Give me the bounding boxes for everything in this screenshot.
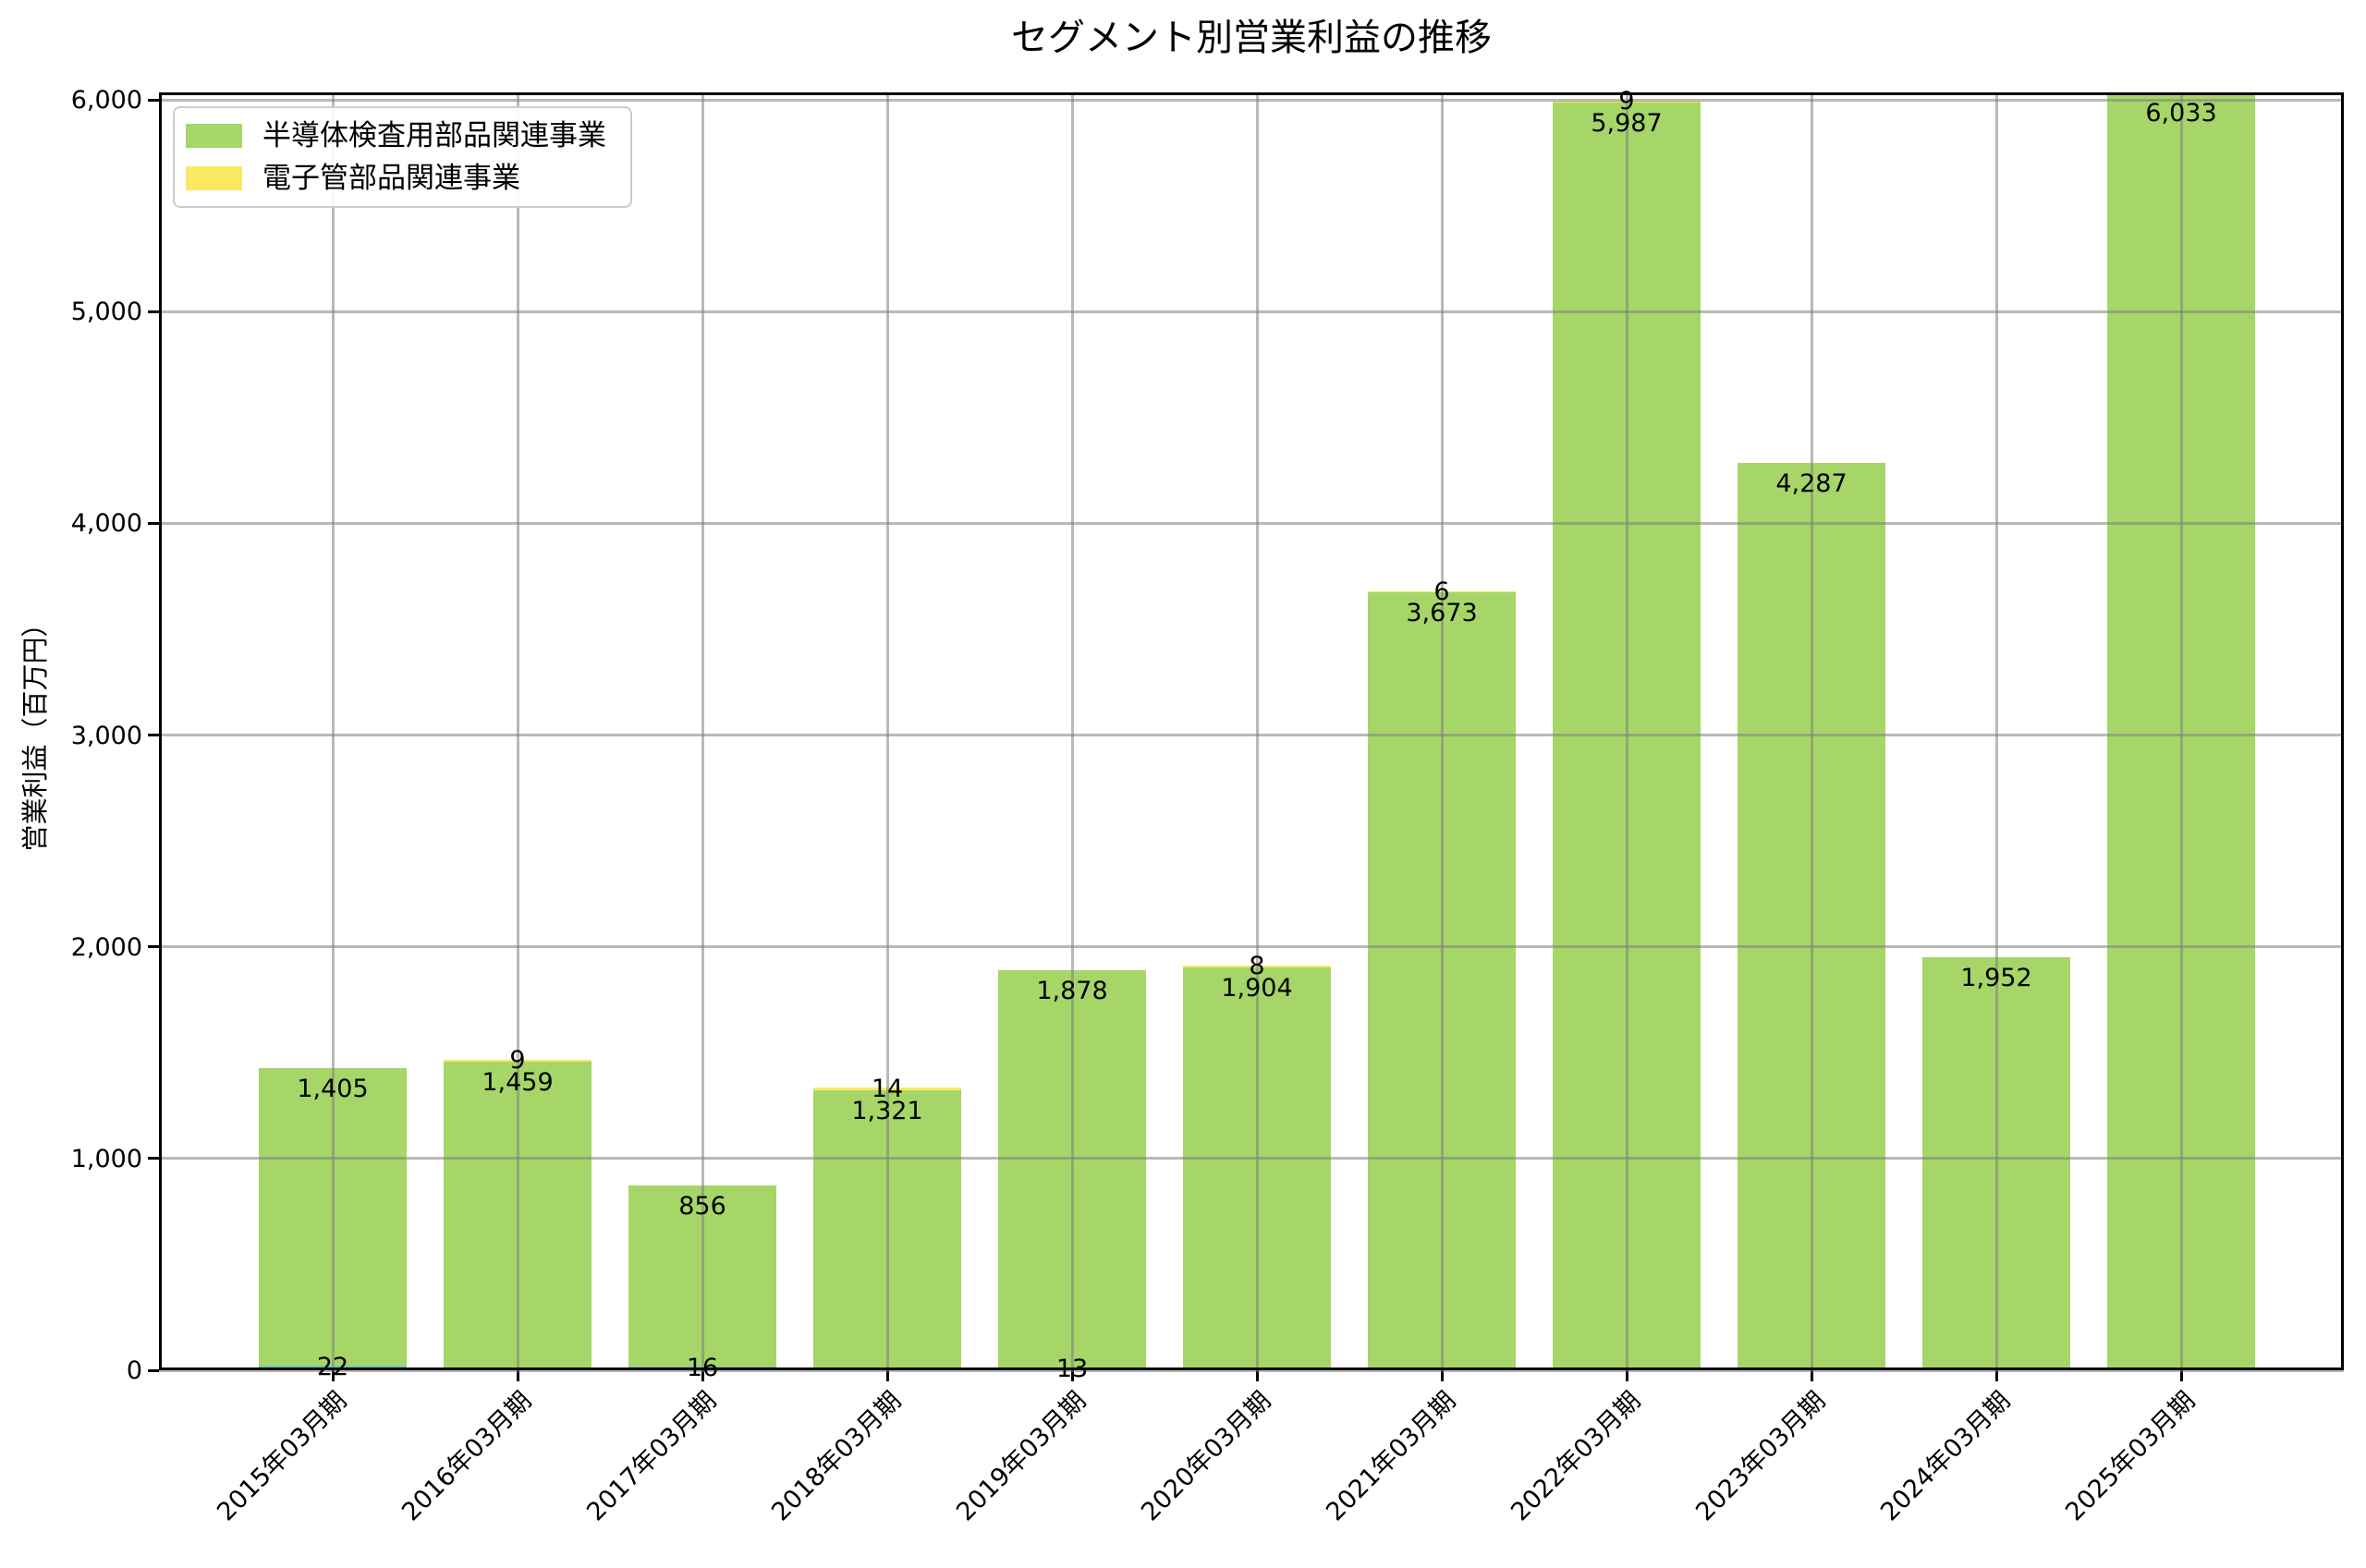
bar-segment — [1553, 100, 1701, 103]
x-tick-mark — [1810, 1370, 1813, 1381]
y-tick-label: 1,000 — [70, 1144, 142, 1173]
y-tick-mark — [148, 734, 159, 736]
chart-title: セグメント別営業利益の推移 — [1011, 17, 1492, 59]
y-tick-mark — [148, 945, 159, 949]
bar-segment — [998, 969, 1146, 1367]
y-tick-mark — [148, 521, 159, 525]
y-tick-label: 2,000 — [70, 932, 142, 962]
bar-segment — [2107, 92, 2255, 1370]
y-tick-label: 0 — [126, 1356, 142, 1385]
legend: 半導体検査用部品関連事業 電子管部品関連事業 — [173, 106, 632, 208]
legend-item-semiconductor: 半導体検査用部品関連事業 — [186, 119, 606, 152]
x-tick-mark — [1440, 1370, 1444, 1381]
x-tick-label-text: 2025年03月期 — [2060, 1386, 2201, 1527]
bar-segment — [628, 1367, 776, 1370]
bar-segment — [444, 1061, 592, 1370]
x-tick-mark — [1994, 1370, 1998, 1381]
y-tick-mark — [148, 98, 159, 102]
bar-segment — [1922, 956, 2070, 1370]
plot-area — [159, 92, 2344, 1370]
x-tick-label-text: 2023年03月期 — [1690, 1386, 1832, 1527]
legend-label-electron-tube: 電子管部品関連事業 — [262, 162, 520, 195]
y-tick-mark — [148, 1368, 159, 1372]
y-tick-label: 6,000 — [70, 86, 142, 115]
bar-segment — [1183, 965, 1331, 967]
x-tick-mark — [1255, 1370, 1259, 1381]
x-tick-mark — [1070, 1370, 1074, 1381]
x-tick-label-text: 2018年03月期 — [766, 1386, 908, 1527]
bar-segment — [1183, 966, 1331, 1370]
x-tick-label-text: 2024年03月期 — [1875, 1386, 2017, 1527]
bar-segment — [813, 1090, 961, 1370]
x-tick-label-text: 2021年03月期 — [1321, 1386, 1462, 1527]
y-tick-label: 3,000 — [70, 721, 142, 750]
x-tick-mark — [516, 1370, 519, 1381]
x-tick-label-text: 2017年03月期 — [581, 1386, 723, 1527]
bar-segment — [998, 1367, 1146, 1370]
y-tick-mark — [148, 310, 159, 313]
bar-segment — [1368, 592, 1516, 1370]
y-tick-label: 5,000 — [70, 298, 142, 327]
y-tick-mark — [148, 1157, 159, 1161]
legend-label-semiconductor: 半導体検査用部品関連事業 — [262, 119, 606, 152]
bar-segment — [1368, 590, 1516, 593]
x-tick-label-text: 2020年03月期 — [1136, 1386, 1277, 1527]
bar-segment — [1738, 462, 1885, 1370]
legend-swatch-electron-tube-icon — [186, 166, 242, 190]
bar-segment — [444, 1059, 592, 1062]
x-tick-label-text: 2019年03月期 — [951, 1386, 1092, 1527]
x-tick-mark — [701, 1370, 704, 1381]
legend-item-electron-tube: 電子管部品関連事業 — [186, 162, 606, 195]
legend-swatch-semiconductor-icon — [186, 124, 242, 148]
x-tick-label-text: 2015年03月期 — [212, 1386, 353, 1527]
y-tick-label: 4,000 — [70, 509, 142, 539]
x-tick-mark — [1625, 1370, 1628, 1381]
bar-segment — [259, 1365, 407, 1370]
x-tick-mark — [885, 1370, 889, 1381]
x-tick-mark — [2179, 1370, 2183, 1381]
bar-segment — [628, 1185, 776, 1367]
bar-segment — [259, 1067, 407, 1366]
bar-segment — [813, 1088, 961, 1091]
x-tick-label-text: 2016年03月期 — [396, 1386, 538, 1527]
bar-segment — [1553, 102, 1701, 1370]
x-tick-mark — [331, 1370, 335, 1381]
x-tick-label-text: 2022年03月期 — [1506, 1386, 1647, 1527]
